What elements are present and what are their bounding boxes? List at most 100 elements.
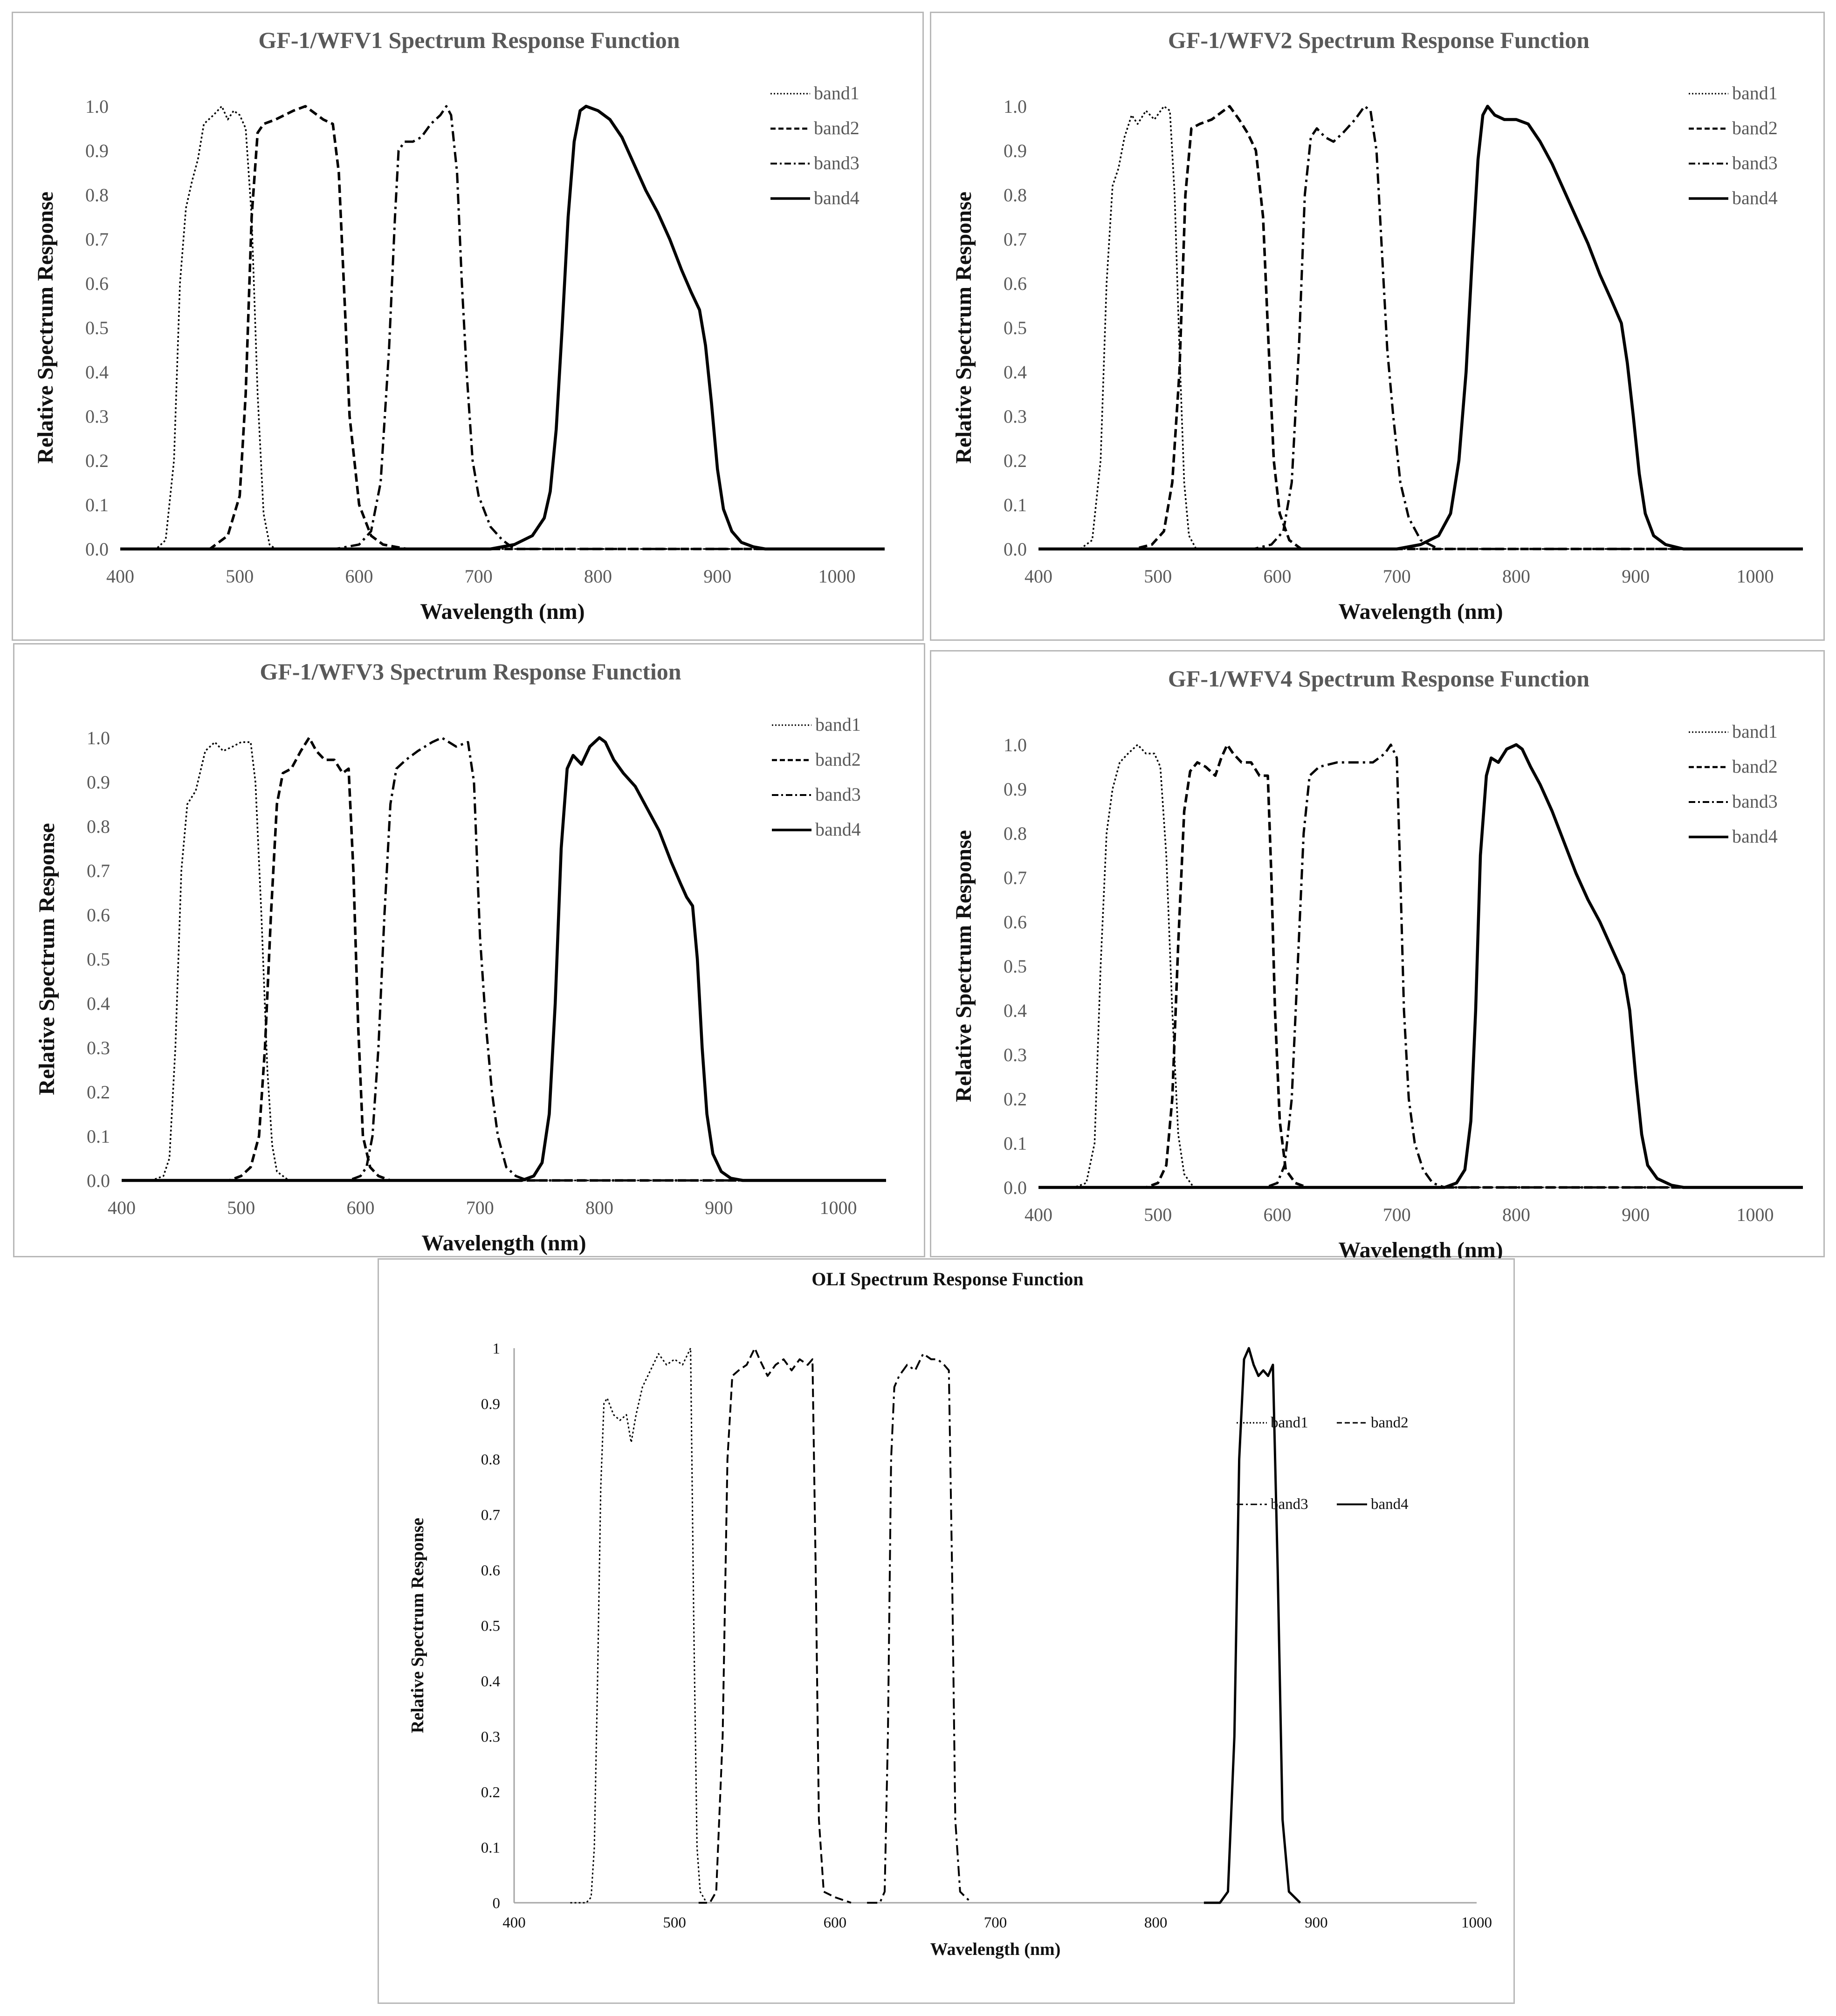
y-tick-label: 0.6	[1004, 912, 1027, 933]
legend-item-band2: band2	[772, 749, 861, 770]
x-tick-label: 600	[1264, 566, 1292, 587]
y-tick-label: 0.1	[85, 494, 109, 515]
series-line-band2	[698, 1347, 852, 1904]
x-axis-title: Wavelength (nm)	[1338, 1238, 1503, 1259]
legend-item-band1: band1	[770, 82, 860, 103]
y-tick-label: 1	[493, 1341, 501, 1358]
x-tick-label: 500	[663, 1914, 686, 1931]
legend-label: band2	[815, 749, 861, 770]
x-tick-label: 600	[345, 566, 373, 587]
y-tick-label: 0.4	[1004, 1000, 1027, 1021]
series-line-band4	[1038, 104, 1803, 551]
series-line-band2	[120, 105, 885, 550]
x-tick-label: 800	[584, 566, 612, 587]
legend-label: band4	[814, 187, 860, 208]
x-tick-label: 1000	[1737, 1204, 1774, 1225]
y-tick-label: 1.0	[1004, 96, 1027, 117]
chart-wfv4: GF-1/WFV4 Spectrum Response Function 0.0 0…	[930, 650, 1825, 1259]
series-line-band2	[1038, 743, 1803, 1189]
y-tick-label: 0.2	[481, 1784, 500, 1801]
y-tick-label: 0.0	[1004, 539, 1027, 560]
legend-label: band2	[1732, 756, 1778, 777]
legend-item-band2: band2	[770, 117, 860, 138]
chart-wfv2: GF-1/WFV2 Spectrum Response Function 0.0 0…	[930, 12, 1825, 641]
y-tick-label: 0.3	[1004, 1044, 1027, 1065]
series-line-band3	[122, 736, 886, 1182]
y-tick-label: 0.7	[1004, 229, 1027, 250]
legend-label: band2	[1732, 117, 1778, 138]
legend-label: band1	[1271, 1414, 1308, 1431]
x-tick-label: 400	[1025, 566, 1052, 587]
y-tick-label: 0.8	[481, 1452, 500, 1468]
x-tick-label: 600	[1264, 1204, 1292, 1225]
legend-item-band1: band1	[1689, 82, 1778, 103]
y-tick-label: 1.0	[85, 96, 109, 117]
y-tick-label: 0.5	[87, 949, 110, 970]
y-axis-title: Relative Spectrum Response	[951, 830, 976, 1102]
y-tick-label: 0.7	[1004, 867, 1027, 888]
chart-title: GF-1/WFV3 Spectrum Response Function	[260, 658, 681, 685]
legend-item-band2: band2	[1337, 1414, 1409, 1431]
y-tick-label: 0.6	[481, 1563, 500, 1579]
y-tick-label: 0.4	[481, 1673, 500, 1690]
x-axis-title: Wavelength (nm)	[421, 1231, 586, 1255]
chart-svg: GF-1/WFV2 Spectrum Response Function 0.0 0…	[951, 27, 1803, 624]
series-line-band1	[1038, 744, 1803, 1188]
y-tick-label: 0.4	[87, 993, 110, 1014]
legend-label: band3	[815, 784, 861, 805]
y-tick-label: 0.6	[85, 273, 109, 294]
x-tick-label: 900	[1305, 1914, 1328, 1931]
series-line-band1	[120, 105, 885, 550]
x-tick-label: 1000	[1461, 1914, 1492, 1931]
y-tick-label: 0.6	[87, 905, 110, 926]
chart-wfv1: GF-1/WFV1 Spectrum Response Function 0.0 0…	[12, 12, 924, 641]
x-tick-label: 900	[1622, 1204, 1650, 1225]
chart-svg: GF-1/WFV4 Spectrum Response Function 0.0 0…	[951, 665, 1803, 1259]
y-axis-title: Relative Spectrum Response	[33, 192, 58, 464]
x-axis-title: Wavelength (nm)	[420, 599, 584, 624]
x-tick-label: 400	[106, 566, 134, 587]
series-line-band4	[120, 104, 885, 551]
legend-item-band4: band4	[1689, 826, 1778, 847]
x-tick-label: 700	[984, 1914, 1007, 1931]
y-tick-label: 0.5	[1004, 956, 1027, 977]
y-tick-label: 0.0	[1004, 1177, 1027, 1198]
y-tick-label: 0.9	[87, 772, 110, 793]
x-tick-label: 500	[1144, 566, 1172, 587]
y-tick-label: 0.2	[87, 1082, 110, 1103]
y-tick-label: 0.1	[1004, 494, 1027, 515]
chart-title: GF-1/WFV4 Spectrum Response Function	[1168, 665, 1589, 692]
x-tick-label: 800	[1502, 1204, 1530, 1225]
series-line-band1	[1038, 105, 1803, 550]
legend-item-band1: band1	[1237, 1414, 1308, 1431]
y-tick-label: 0.7	[85, 229, 109, 250]
y-tick-label: 0.7	[87, 860, 110, 881]
legend-label: band1	[814, 82, 860, 103]
y-tick-label: 0.4	[1004, 362, 1027, 383]
x-tick-label: 500	[1144, 1204, 1172, 1225]
legend-item-band3: band3	[1689, 152, 1778, 173]
x-tick-label: 800	[585, 1197, 613, 1218]
y-tick-label: 0.8	[1004, 185, 1027, 206]
legend-label: band3	[1271, 1496, 1308, 1513]
legend-item-band4: band4	[1689, 187, 1778, 208]
y-tick-label: 0.2	[85, 450, 109, 471]
x-tick-label: 600	[347, 1197, 375, 1218]
y-tick-label: 0.8	[87, 816, 110, 837]
legend-item-band4: band4	[1337, 1496, 1409, 1513]
y-tick-label: 1.0	[1004, 734, 1027, 755]
x-tick-label: 400	[1025, 1204, 1052, 1225]
series-line-band3	[867, 1352, 972, 1904]
x-tick-label: 1000	[820, 1197, 857, 1218]
y-axis-title: Relative Spectrum Response	[951, 192, 976, 464]
legend-item-band3: band3	[772, 784, 861, 805]
y-tick-label: 0.3	[1004, 406, 1027, 427]
y-tick-label: 0.1	[481, 1840, 500, 1857]
y-tick-label: 0.1	[1004, 1133, 1027, 1154]
y-tick-label: 0.5	[481, 1618, 500, 1635]
y-tick-label: 0.9	[1004, 140, 1027, 161]
y-tick-label: 0.4	[85, 362, 109, 383]
legend-label: band4	[1732, 187, 1778, 208]
legend-item-band2: band2	[1689, 756, 1778, 777]
legend-item-band3: band3	[1689, 791, 1778, 812]
